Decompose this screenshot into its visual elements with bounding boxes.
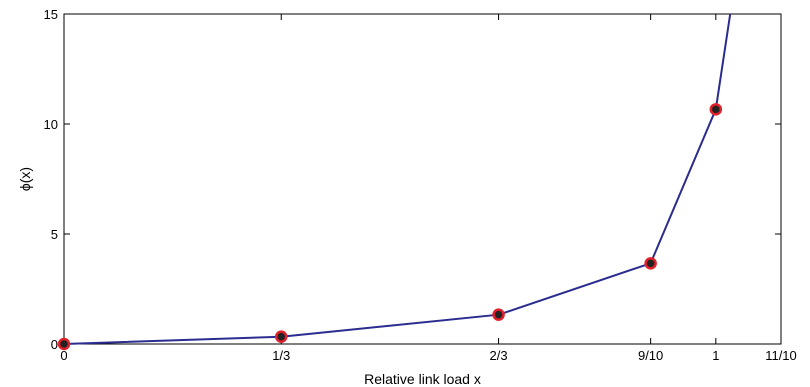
x-tick-label: 1/3 <box>272 348 290 363</box>
x-tick-label: 2/3 <box>490 348 508 363</box>
data-points <box>57 103 723 351</box>
x-axis-label: Relative link load x <box>364 371 481 387</box>
data-point <box>492 308 505 321</box>
y-axis-label: ϕ(x) <box>17 167 33 191</box>
y-tick-label: 5 <box>51 227 58 242</box>
y-tick-label: 0 <box>51 337 58 352</box>
x-tick-label: 1 <box>712 348 719 363</box>
data-point <box>709 103 723 116</box>
x-axis-ticks: 0 1/3 2/3 9/10 1 11/10 <box>60 14 797 363</box>
y-tick-label: 15 <box>44 7 58 22</box>
y-tick-label: 10 <box>44 117 58 132</box>
data-point <box>644 257 657 270</box>
y-axis-ticks: 0 5 10 15 <box>44 7 781 352</box>
x-tick-label: 0 <box>60 348 67 363</box>
x-tick-label: 11/10 <box>765 348 797 363</box>
x-tick-label: 9/10 <box>638 348 663 363</box>
data-point <box>275 330 288 343</box>
plot-area <box>63 13 782 345</box>
series-line <box>63 13 732 345</box>
data-point <box>57 337 71 351</box>
